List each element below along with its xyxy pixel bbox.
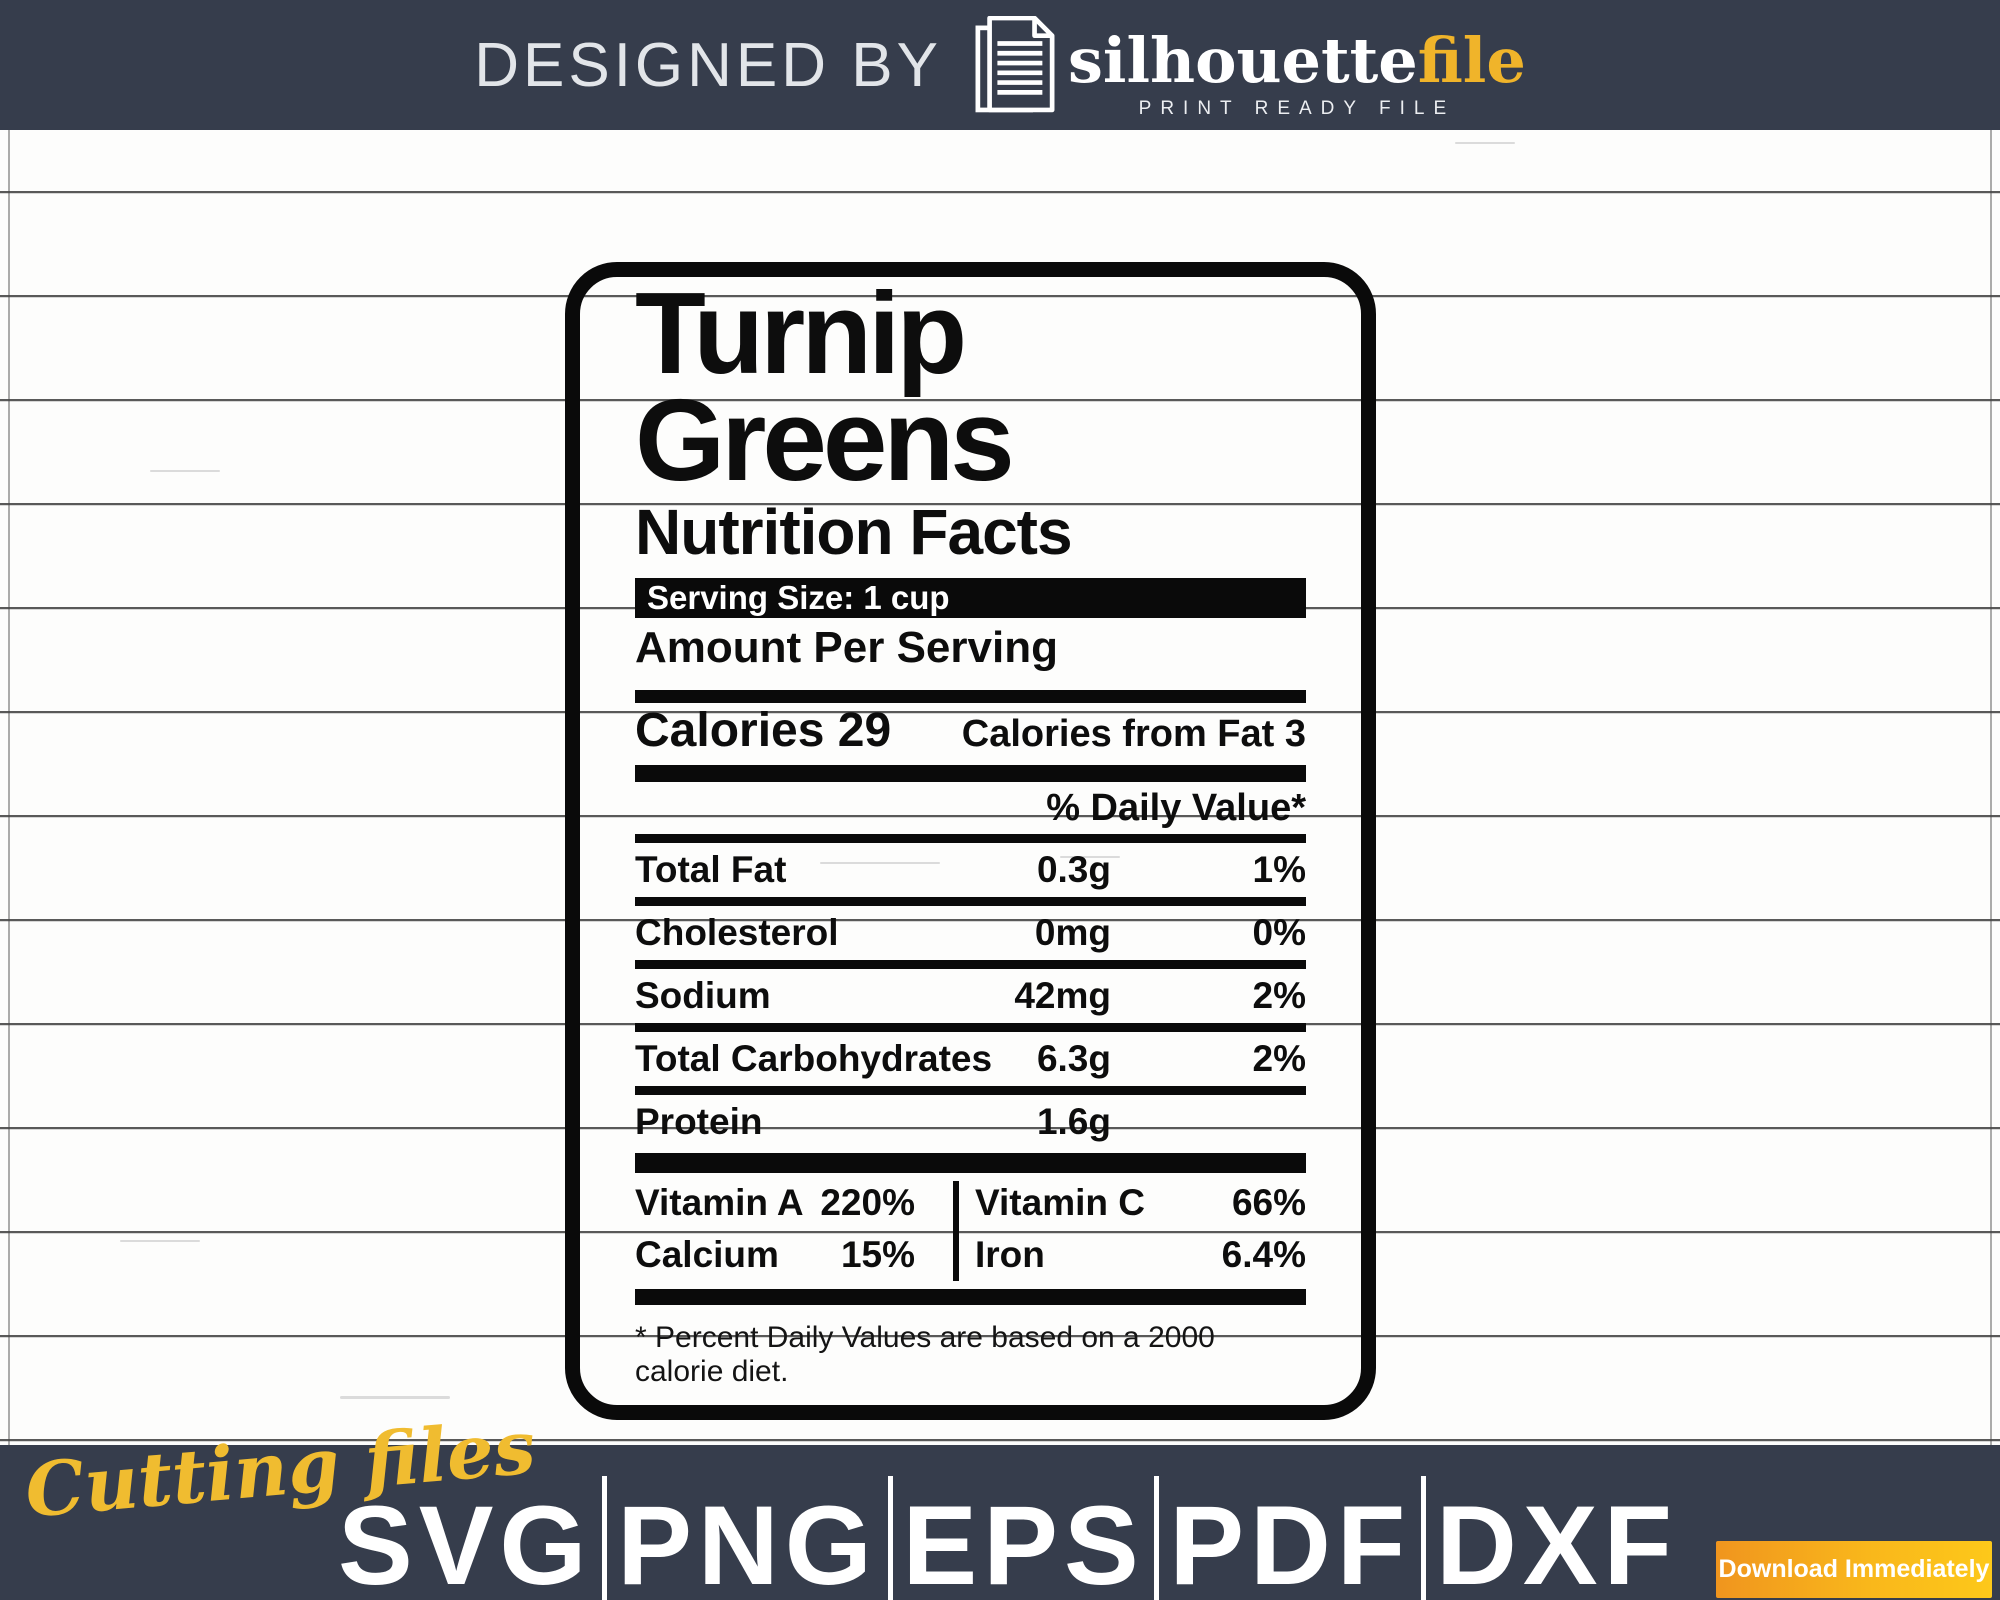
nutrient-daily-value: 1% — [1252, 849, 1306, 890]
nutrient-amount: 1.6g — [1036, 1101, 1111, 1142]
wood-grain-mark — [340, 1396, 450, 1399]
vitamin-value: 15% — [840, 1234, 915, 1275]
calories-label: Calories — [635, 704, 825, 757]
file-format-list: SVG PNG EPS PDF DXF — [338, 1476, 1678, 1600]
vitamin-name: Vitamin C — [975, 1182, 1145, 1223]
vitamin-cell-calcium: Calcium 15% — [635, 1229, 935, 1281]
divider-rule — [635, 960, 1306, 969]
format-separator — [887, 1476, 893, 1600]
brand-name: silhouettefile — [1068, 30, 1526, 92]
vitamin-value: 66% — [1231, 1182, 1306, 1223]
divider-rule — [635, 1086, 1306, 1095]
divider-rule — [635, 834, 1306, 843]
nutrient-name: Total Fat — [635, 849, 787, 890]
nutrition-facts-label: Turnip Greens Nutrition Facts Serving Si… — [565, 262, 1376, 1420]
divider-rule-thick — [635, 1289, 1306, 1305]
brand-name-main: silhouette — [1068, 24, 1418, 97]
brand-logo: silhouettefile PRINT READY FILE — [972, 16, 1526, 120]
divider-rule-thick — [635, 765, 1306, 782]
vitamin-name: Vitamin A — [635, 1182, 804, 1223]
format-eps: EPS — [902, 1483, 1145, 1600]
wood-grain-mark — [150, 470, 220, 472]
download-immediately-button[interactable]: Download Immediately — [1716, 1541, 1992, 1598]
format-pdf: PDF — [1169, 1483, 1412, 1600]
vitamin-cell-vitamin-c: Vitamin C 66% — [975, 1177, 1306, 1229]
wood-grain-mark — [120, 1240, 200, 1242]
brand-name-suffix: file — [1417, 24, 1526, 97]
nutrient-name: Sodium — [635, 975, 771, 1016]
footer-bar: Cutting files SVG PNG EPS PDF DXF Downlo… — [0, 1404, 2000, 1600]
vitamins-column-divider — [953, 1181, 959, 1281]
designed-by-text: DESIGNED BY — [474, 30, 942, 100]
nutrient-row-total-fat: Total Fat 0.3g 1% — [635, 843, 1306, 897]
serving-size-bar: Serving Size: 1 cup — [635, 578, 1306, 618]
vitamin-cell-iron: Iron 6.4% — [975, 1229, 1306, 1281]
nutrient-row-cholesterol: Cholesterol 0mg 0% — [635, 906, 1306, 960]
format-separator — [602, 1476, 608, 1600]
nutrient-amount: 0.3g — [1036, 849, 1111, 890]
format-dxf: DXF — [1435, 1483, 1678, 1600]
format-separator — [1421, 1476, 1427, 1600]
nutrient-daily-value: 0% — [1252, 912, 1306, 953]
daily-value-footnote: * Percent Daily Values are based on a 20… — [635, 1321, 1215, 1388]
format-png: PNG — [617, 1483, 878, 1600]
nutrient-name: Protein — [635, 1101, 763, 1142]
nutrient-amount: 42mg — [1014, 975, 1111, 1016]
nutrient-daily-value: 2% — [1252, 975, 1306, 1016]
daily-value-header: % Daily Value* — [1046, 787, 1306, 829]
nutrient-name: Total Carbohydrates — [635, 1038, 993, 1079]
wood-grain-mark — [1455, 142, 1515, 144]
vitamins-section: Vitamin A 220% Vitamin C 66% Calcium 15%… — [635, 1177, 1306, 1289]
divider-rule — [635, 690, 1306, 703]
calories-from-fat: Calories from Fat 3 — [961, 713, 1306, 755]
calories-row: Calories 29 Calories from Fat 3 — [635, 705, 1306, 760]
calories-value: 29 — [837, 704, 892, 757]
header-bar: DESIGNED BY silhouettefile PRINT READY F… — [0, 0, 2000, 130]
divider-rule — [635, 897, 1306, 906]
amount-per-serving: Amount Per Serving — [635, 623, 1058, 672]
nutrient-row-sodium: Sodium 42mg 2% — [635, 969, 1306, 1023]
vitamin-value: 6.4% — [1221, 1234, 1306, 1275]
nutrient-amount: 0mg — [1034, 912, 1111, 953]
brand-logo-text: silhouettefile PRINT READY FILE — [1068, 30, 1526, 120]
divider-rule-thick — [635, 1153, 1306, 1173]
backdrop-right-edge — [1990, 130, 1992, 1445]
nutrient-row-total-carbohydrates: Total Carbohydrates 6.3g 2% — [635, 1032, 1306, 1086]
calories-value-group: Calories 29 — [635, 705, 891, 757]
backdrop-left-edge — [8, 130, 10, 1445]
label-title-line1: Turnip — [635, 268, 967, 398]
brand-tagline: PRINT READY FILE — [1138, 98, 1456, 119]
divider-rule — [635, 1023, 1306, 1032]
label-title-line2: Greens — [635, 375, 1015, 505]
nutrient-daily-value: 2% — [1252, 1038, 1306, 1079]
vitamin-name: Iron — [975, 1234, 1045, 1275]
wood-grain-mark — [820, 862, 940, 864]
format-svg: SVG — [338, 1483, 593, 1600]
vitamin-name: Calcium — [635, 1234, 779, 1275]
vitamin-cell-vitamin-a: Vitamin A 220% — [635, 1177, 935, 1229]
nutrient-row-protein: Protein 1.6g — [635, 1095, 1306, 1149]
wood-grain-mark — [1060, 856, 1120, 858]
vitamin-value: 220% — [820, 1182, 915, 1223]
nutrient-amount: 6.3g — [1036, 1038, 1111, 1079]
nutrient-name: Cholesterol — [635, 912, 839, 953]
nutrition-facts-heading: Nutrition Facts — [635, 496, 1073, 568]
format-separator — [1154, 1476, 1160, 1600]
document-icon — [975, 16, 1055, 113]
